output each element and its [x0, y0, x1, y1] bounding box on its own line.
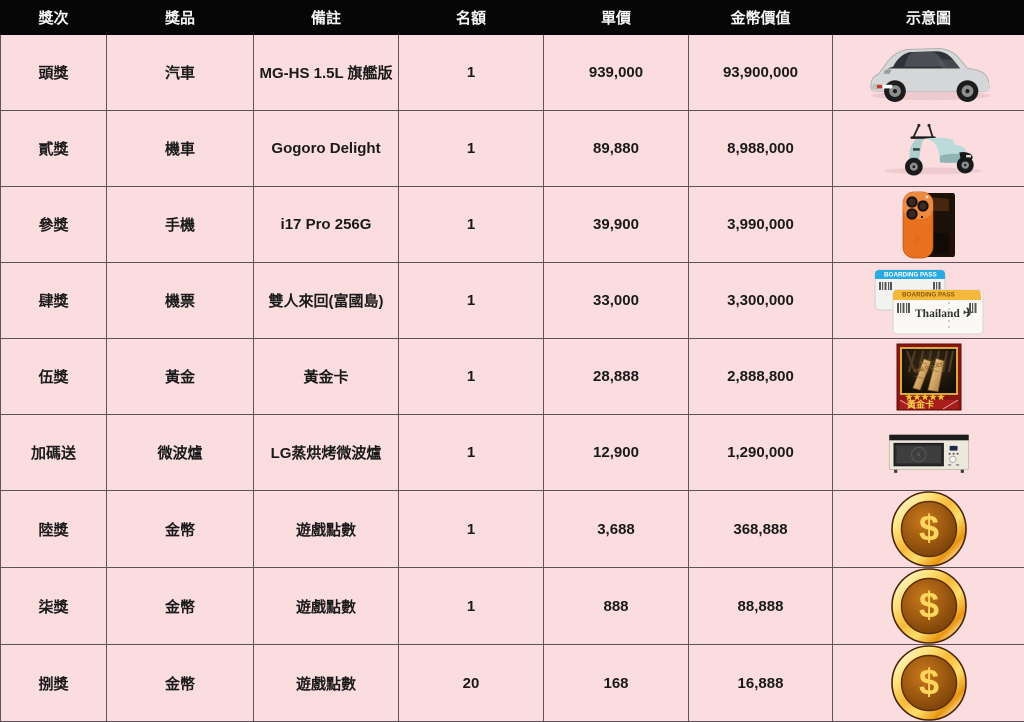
svg-text:Thailand: Thailand — [915, 308, 960, 320]
svg-text:黃金卡: 黃金卡 — [906, 398, 934, 409]
svg-text:$: $ — [918, 585, 938, 626]
svg-text:BOARDING PASS: BOARDING PASS — [902, 291, 955, 298]
svg-text:$: $ — [918, 508, 938, 549]
svg-text:$: $ — [918, 662, 938, 703]
svg-text:BOARDING PASS: BOARDING PASS — [884, 271, 937, 278]
